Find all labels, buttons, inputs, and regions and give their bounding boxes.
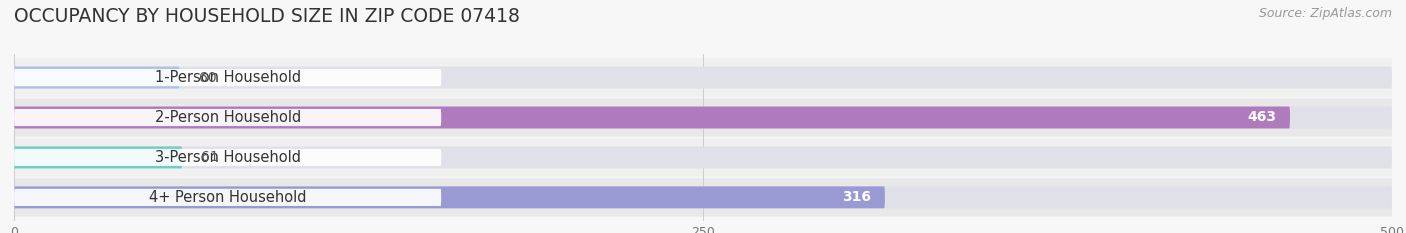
FancyBboxPatch shape — [8, 138, 1398, 177]
FancyBboxPatch shape — [14, 186, 1392, 208]
Text: 316: 316 — [842, 190, 872, 204]
FancyBboxPatch shape — [14, 106, 1392, 128]
FancyBboxPatch shape — [8, 58, 1398, 97]
FancyBboxPatch shape — [14, 69, 441, 86]
Text: OCCUPANCY BY HOUSEHOLD SIZE IN ZIP CODE 07418: OCCUPANCY BY HOUSEHOLD SIZE IN ZIP CODE … — [14, 7, 520, 26]
FancyBboxPatch shape — [14, 147, 183, 168]
Text: 1-Person Household: 1-Person Household — [155, 70, 301, 85]
FancyBboxPatch shape — [14, 67, 180, 89]
FancyBboxPatch shape — [8, 178, 1398, 216]
Text: 3-Person Household: 3-Person Household — [155, 150, 301, 165]
Text: 463: 463 — [1247, 110, 1277, 124]
Text: 2-Person Household: 2-Person Household — [155, 110, 301, 125]
FancyBboxPatch shape — [8, 98, 1398, 137]
Text: Source: ZipAtlas.com: Source: ZipAtlas.com — [1258, 7, 1392, 20]
Text: 61: 61 — [201, 151, 219, 164]
FancyBboxPatch shape — [14, 67, 1392, 89]
Text: 60: 60 — [198, 71, 217, 85]
FancyBboxPatch shape — [14, 147, 1392, 168]
FancyBboxPatch shape — [14, 106, 1289, 128]
FancyBboxPatch shape — [14, 186, 884, 208]
FancyBboxPatch shape — [14, 109, 441, 126]
FancyBboxPatch shape — [14, 189, 441, 206]
FancyBboxPatch shape — [14, 149, 441, 166]
Text: 4+ Person Household: 4+ Person Household — [149, 190, 307, 205]
